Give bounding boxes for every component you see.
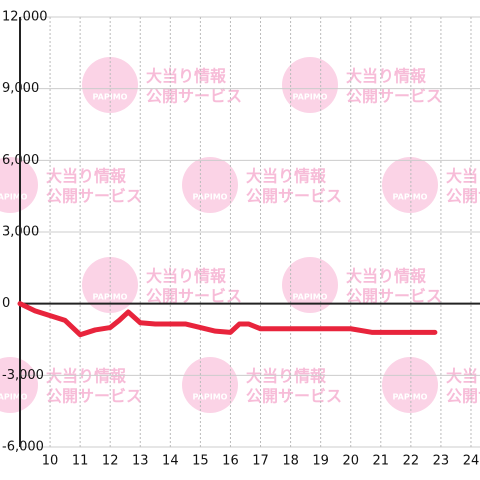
watermark-text: 公開サービス — [146, 287, 242, 306]
watermark-circle — [0, 357, 38, 413]
watermarks: PAPIMO大当り情報公開サービスPAPIMO大当り情報公開サービスPAPIMO… — [0, 57, 480, 413]
watermark-text: 大当り情報 — [346, 267, 427, 286]
watermark-brand: PAPIMO — [193, 193, 228, 202]
x-tick-label: 17 — [252, 454, 269, 469]
x-tick-label: 22 — [403, 454, 420, 469]
x-tick-label: 21 — [373, 454, 390, 469]
x-tick-label: 12 — [102, 454, 119, 469]
y-tick-label: -6,000 — [2, 440, 44, 455]
x-tick-label: 24 — [463, 454, 480, 469]
watermark-brand: PAPIMO — [293, 93, 328, 102]
y-tick-label: 12,000 — [2, 10, 48, 25]
watermark-brand: PAPIMO — [393, 193, 428, 202]
watermark-text: 公開サービス — [46, 387, 142, 406]
watermark-brand: PAPIMO — [393, 393, 428, 402]
x-tick-label: 11 — [72, 454, 89, 469]
watermark-text: 公開サービス — [246, 387, 342, 406]
x-tick-label: 14 — [162, 454, 179, 469]
watermark-text: 公開サービス — [146, 87, 242, 106]
watermark-circle — [282, 257, 338, 313]
watermark-circle — [382, 157, 438, 213]
x-tick-label: 16 — [222, 454, 239, 469]
watermark-text: 公開サービス — [446, 187, 480, 206]
x-tick-label: 13 — [132, 454, 149, 469]
watermark-brand: PAPIMO — [193, 393, 228, 402]
watermark-text: 大当り情報 — [146, 267, 227, 286]
watermark-text: 大当り情報 — [246, 167, 327, 186]
watermark-circle — [0, 157, 38, 213]
x-tick-label: 23 — [433, 454, 450, 469]
watermark-brand: PAPIMO — [293, 293, 328, 302]
watermark-text: 大当り情報 — [346, 67, 427, 86]
watermark-text: 公開サービス — [346, 287, 442, 306]
watermark-brand: PAPIMO — [0, 393, 28, 402]
watermark-text: 公開サービス — [246, 187, 342, 206]
watermark-text: 公開サービス — [346, 87, 442, 106]
watermark-text: 公開サービス — [446, 387, 480, 406]
data-line — [17, 301, 438, 338]
watermark-text: 大当り情報 — [446, 167, 480, 186]
watermark-text: 大当り情報 — [246, 367, 327, 386]
watermark-brand: PAPIMO — [0, 193, 28, 202]
y-tick-label: -3,000 — [2, 368, 44, 383]
x-tick-label: 20 — [342, 454, 359, 469]
plot: -6,000-3,00003,0006,0009,00012,000101112… — [2, 10, 480, 469]
watermark-text: 大当り情報 — [46, 367, 127, 386]
watermark-circle — [282, 57, 338, 113]
watermark-text: 大当り情報 — [446, 367, 480, 386]
watermark-circle — [182, 157, 238, 213]
watermark-text: 大当り情報 — [146, 67, 227, 86]
x-tick-label: 19 — [312, 454, 329, 469]
watermark-circle — [382, 357, 438, 413]
watermark-text: 大当り情報 — [46, 167, 127, 186]
x-tick-label: 15 — [192, 454, 209, 469]
y-tick-label: 0 — [2, 296, 10, 311]
x-tick-label: 18 — [282, 454, 299, 469]
watermark-circle — [182, 357, 238, 413]
x-tick-label: 10 — [42, 454, 59, 469]
watermark-text: 公開サービス — [46, 187, 142, 206]
